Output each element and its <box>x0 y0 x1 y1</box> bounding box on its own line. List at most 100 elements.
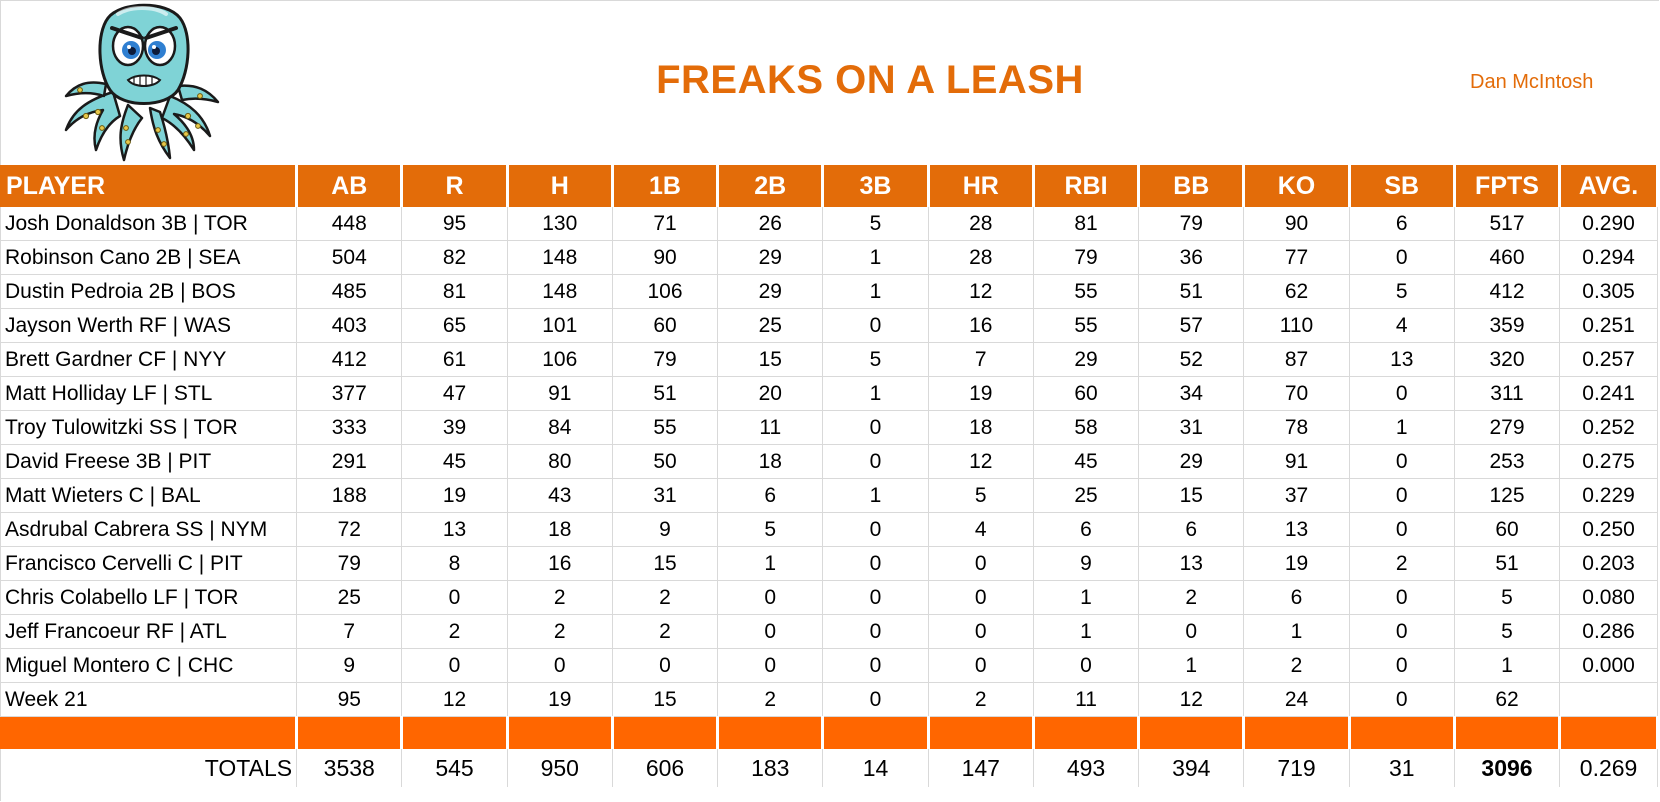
stat-cell: 50 <box>612 444 719 479</box>
stat-cell: 1 <box>717 546 824 581</box>
header-row: PLAYER AB R H 1B 2B 3B HR RBI BB KO SB F… <box>0 165 1659 207</box>
player-name: Josh Donaldson 3B | TOR <box>0 207 298 241</box>
stat-cell: 12 <box>401 682 508 717</box>
totals-fpts: 3096 <box>1454 749 1561 787</box>
column-header-ko: KO <box>1243 165 1351 207</box>
stat-cell: 6 <box>1033 512 1140 547</box>
stat-cell: 2 <box>717 682 824 717</box>
stat-cell: 5 <box>1349 274 1455 309</box>
stat-cell: 0 <box>928 614 1034 649</box>
stat-cell: 81 <box>401 274 508 309</box>
player-name: Troy Tulowitzki SS | TOR <box>0 410 298 445</box>
player-name: Jeff Francoeur RF | ATL <box>0 614 298 649</box>
table-row: Miguel Montero C | CHC 9 0 0 0 0 0 0 0 1 2 0 1 0.000 <box>0 648 1658 683</box>
stat-cell: 28 <box>928 240 1034 275</box>
stat-cell: 29 <box>717 274 824 309</box>
stat-cell: 57 <box>1138 308 1245 343</box>
stat-cell: 517 <box>1454 207 1561 241</box>
stat-cell: 188 <box>296 478 403 513</box>
player-name: Miguel Montero C | CHC <box>0 648 298 683</box>
stat-cell: 1 <box>1033 614 1140 649</box>
stat-cell: 0 <box>822 410 929 445</box>
octopus-mascot-icon <box>58 0 228 165</box>
stat-cell: 2 <box>507 580 613 615</box>
stat-cell: 51 <box>1138 274 1245 309</box>
stat-cell: 5 <box>1454 580 1561 615</box>
column-header-ab: AB <box>296 165 404 207</box>
stat-cell: 101 <box>507 308 613 343</box>
stat-cell: 24 <box>1243 682 1350 717</box>
stat-cell: 377 <box>296 376 403 411</box>
stat-cell: 45 <box>1033 444 1140 479</box>
stat-cell: 80 <box>507 444 613 479</box>
owner-name: Dan McIntosh <box>1470 71 1594 93</box>
stat-cell: 79 <box>1033 240 1140 275</box>
stat-cell: 51 <box>1454 546 1561 581</box>
stat-cell: 504 <box>296 240 403 275</box>
stat-cell: 95 <box>296 682 403 717</box>
stat-cell: 87 <box>1243 342 1350 377</box>
stat-cell: 95 <box>401 207 508 241</box>
totals-row: TOTALS 3538 545 950 606 183 14 147 493 3… <box>0 749 1658 787</box>
stat-cell: 31 <box>1138 410 1245 445</box>
stat-cell: 5 <box>717 512 824 547</box>
column-header-fpts: FPTS <box>1454 165 1562 207</box>
stat-cell: 1 <box>1454 648 1561 683</box>
column-header-sb: SB <box>1349 165 1456 207</box>
stat-cell: 12 <box>1138 682 1245 717</box>
stat-cell: 0 <box>822 308 929 343</box>
stat-cell: 71 <box>612 207 719 241</box>
stat-cell: 18 <box>928 410 1034 445</box>
stat-cell: 18 <box>507 512 613 547</box>
stat-cell: 13 <box>1243 512 1350 547</box>
stat-cell: 320 <box>1454 342 1561 377</box>
stat-cell: 13 <box>401 512 508 547</box>
totals-cell: 14 <box>822 749 929 787</box>
stat-cell: 25 <box>296 580 403 615</box>
table-row: David Freese 3B | PIT 291 45 80 50 18 0 12 45 29 9… <box>0 444 1658 479</box>
stat-cell: 0 <box>1138 614 1245 649</box>
stat-cell: 45 <box>401 444 508 479</box>
stat-cell: 106 <box>612 274 719 309</box>
stat-cell: 19 <box>1243 546 1350 581</box>
table-row: Week 21 95 12 19 15 2 0 2 11 12 24 0 62 <box>0 682 1658 717</box>
stat-cell: 79 <box>1138 207 1245 241</box>
player-name: Francisco Cervelli C | PIT <box>0 546 298 581</box>
stat-cell: 52 <box>1138 342 1245 377</box>
stat-cell: 485 <box>296 274 403 309</box>
stat-cell: 2 <box>612 614 719 649</box>
stat-cell: 0 <box>822 512 929 547</box>
stat-cell: 2 <box>928 682 1034 717</box>
totals-cell: 394 <box>1138 749 1245 787</box>
stat-cell: 25 <box>717 308 824 343</box>
stat-cell: 79 <box>296 546 403 581</box>
totals-cell: 493 <box>1033 749 1140 787</box>
stat-cell: 62 <box>1243 274 1350 309</box>
column-header-hr: HR <box>928 165 1035 207</box>
stat-cell: 55 <box>612 410 719 445</box>
stat-cell: 62 <box>1454 682 1561 717</box>
stat-cell: 0 <box>1349 648 1455 683</box>
stat-cell: 291 <box>296 444 403 479</box>
stat-cell: 0 <box>612 648 719 683</box>
stat-cell: 26 <box>717 207 824 241</box>
stat-cell: 28 <box>928 207 1034 241</box>
stat-cell: 1 <box>1138 648 1245 683</box>
stat-cell: 51 <box>612 376 719 411</box>
totals-cell: 3538 <box>296 749 403 787</box>
stat-cell: 82 <box>401 240 508 275</box>
column-header-2b: 2B <box>717 165 825 207</box>
table-row: Troy Tulowitzki SS | TOR 333 39 84 55 11 0 18 58… <box>0 410 1658 445</box>
stat-cell: 37 <box>1243 478 1350 513</box>
stat-cell: 1 <box>822 274 929 309</box>
stat-cell: 448 <box>296 207 403 241</box>
stat-cell: 0.275 <box>1559 444 1658 479</box>
stat-cell: 6 <box>1138 512 1245 547</box>
stat-cell: 0 <box>822 682 929 717</box>
totals-cell: 950 <box>507 749 613 787</box>
player-name: Jayson Werth RF | WAS <box>0 308 298 343</box>
table-row: Dustin Pedroia 2B | BOS 485 81 148 106 29 1 12 5… <box>0 274 1658 309</box>
stat-cell: 125 <box>1454 478 1561 513</box>
stat-cell: 31 <box>612 478 719 513</box>
player-name: Chris Colabello LF | TOR <box>0 580 298 615</box>
